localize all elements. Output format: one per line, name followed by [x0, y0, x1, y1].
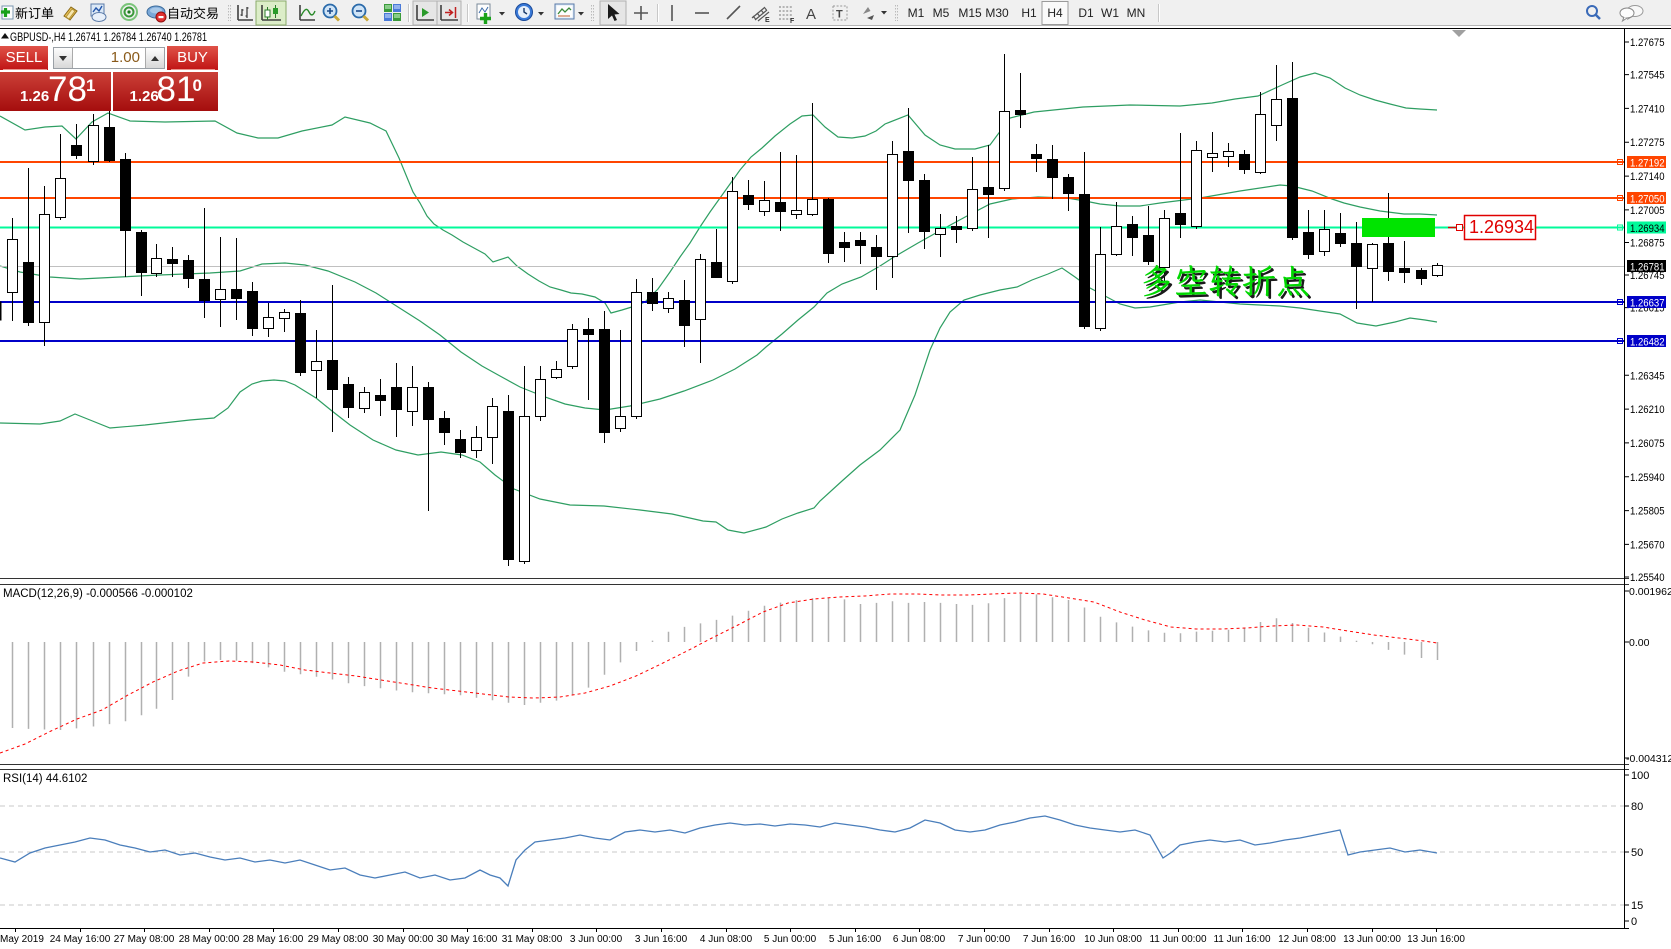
svg-text:M15: M15 [958, 6, 982, 20]
svg-text:M30: M30 [985, 6, 1009, 20]
svg-text:1.26345: 1.26345 [1630, 370, 1665, 382]
svg-text:-0.004312: -0.004312 [1626, 753, 1671, 765]
svg-text:M5: M5 [933, 6, 950, 20]
svg-text:1.26934: 1.26934 [1630, 223, 1665, 235]
svg-text:1.25670: 1.25670 [1630, 539, 1665, 551]
svg-text:5 Jun 00:00: 5 Jun 00:00 [764, 934, 817, 945]
svg-text:0.00: 0.00 [1629, 637, 1650, 649]
svg-text:M1: M1 [908, 6, 925, 20]
svg-text:1.27005: 1.27005 [1630, 205, 1665, 217]
svg-text:1.27192: 1.27192 [1630, 158, 1665, 170]
svg-text:1.27140: 1.27140 [1630, 171, 1665, 183]
svg-text:7 Jun 16:00: 7 Jun 16:00 [1023, 934, 1076, 945]
svg-text:H1: H1 [1021, 6, 1037, 20]
svg-text:1.26210: 1.26210 [1630, 404, 1665, 416]
svg-text:MACD(12,26,9) -0.000566 -0.000: MACD(12,26,9) -0.000566 -0.000102 [3, 588, 193, 600]
svg-text:E: E [765, 17, 770, 24]
svg-text:1.26781: 1.26781 [1630, 262, 1665, 274]
svg-text:11 Jun 00:00: 11 Jun 00:00 [1149, 934, 1207, 945]
svg-text:1.25805: 1.25805 [1630, 506, 1665, 518]
svg-text:11 Jun 16:00: 11 Jun 16:00 [1213, 934, 1271, 945]
svg-text:MN: MN [1127, 6, 1146, 20]
svg-text:15: 15 [1631, 900, 1643, 912]
svg-text:T: T [836, 9, 843, 21]
svg-text:1.26637: 1.26637 [1630, 298, 1665, 310]
svg-text:4 Jun 08:00: 4 Jun 08:00 [700, 934, 753, 945]
svg-text:12 Jun 08:00: 12 Jun 08:00 [1278, 934, 1336, 945]
svg-text:28 May 16:00: 28 May 16:00 [243, 934, 304, 945]
svg-text:1.25540: 1.25540 [1630, 572, 1665, 584]
svg-text:28 May 00:00: 28 May 00:00 [179, 934, 240, 945]
svg-text:1.26745: 1.26745 [1630, 270, 1665, 282]
svg-text:3 Jun 16:00: 3 Jun 16:00 [635, 934, 688, 945]
svg-text:GBPUSD-,H4 1.26741 1.26784 1.: GBPUSD-,H4 1.26741 1.26784 1.26740 1.267… [10, 30, 207, 44]
svg-text:A: A [806, 6, 816, 23]
svg-text:50: 50 [1631, 847, 1643, 859]
svg-text:RSI(14) 44.6102: RSI(14) 44.6102 [3, 773, 87, 785]
svg-text:1.27275: 1.27275 [1630, 137, 1665, 149]
svg-text:7 Jun 00:00: 7 Jun 00:00 [958, 934, 1011, 945]
svg-text:5 Jun 16:00: 5 Jun 16:00 [829, 934, 882, 945]
svg-text:1.27545: 1.27545 [1630, 70, 1665, 82]
svg-text:W1: W1 [1101, 6, 1119, 20]
svg-text:1.26934: 1.26934 [1469, 217, 1534, 237]
svg-text:31 May 08:00: 31 May 08:00 [502, 934, 563, 945]
svg-text:1.26075: 1.26075 [1630, 438, 1665, 450]
svg-text:F: F [790, 18, 795, 25]
svg-text:6 Jun 08:00: 6 Jun 08:00 [893, 934, 946, 945]
svg-text:13 Jun 00:00: 13 Jun 00:00 [1343, 934, 1401, 945]
svg-text:1.27050: 1.27050 [1630, 194, 1665, 206]
svg-text:D1: D1 [1078, 6, 1094, 20]
svg-text:80: 80 [1631, 801, 1643, 813]
svg-text:30 May 00:00: 30 May 00:00 [373, 934, 434, 945]
svg-text:100: 100 [1631, 770, 1649, 782]
svg-text:30 May 16:00: 30 May 16:00 [437, 934, 498, 945]
svg-text:3 Jun 00:00: 3 Jun 00:00 [570, 934, 623, 945]
svg-text:H4: H4 [1047, 6, 1063, 20]
svg-text:1.26482: 1.26482 [1630, 337, 1665, 349]
svg-text:24 May 16:00: 24 May 16:00 [50, 934, 111, 945]
svg-text:13 Jun 16:00: 13 Jun 16:00 [1407, 934, 1465, 945]
svg-text:1.27410: 1.27410 [1630, 103, 1665, 115]
svg-text:24 May 2019: 24 May 2019 [0, 934, 44, 945]
svg-text:10 Jun 08:00: 10 Jun 08:00 [1084, 934, 1142, 945]
svg-text:1.26875: 1.26875 [1630, 238, 1665, 250]
svg-text:0.001962: 0.001962 [1629, 586, 1671, 598]
svg-text:27 May 08:00: 27 May 08:00 [114, 934, 175, 945]
svg-text:1.25940: 1.25940 [1630, 472, 1665, 484]
svg-text:0: 0 [1631, 916, 1637, 928]
svg-text:29 May 08:00: 29 May 08:00 [308, 934, 369, 945]
svg-text:1.27675: 1.27675 [1630, 37, 1665, 49]
